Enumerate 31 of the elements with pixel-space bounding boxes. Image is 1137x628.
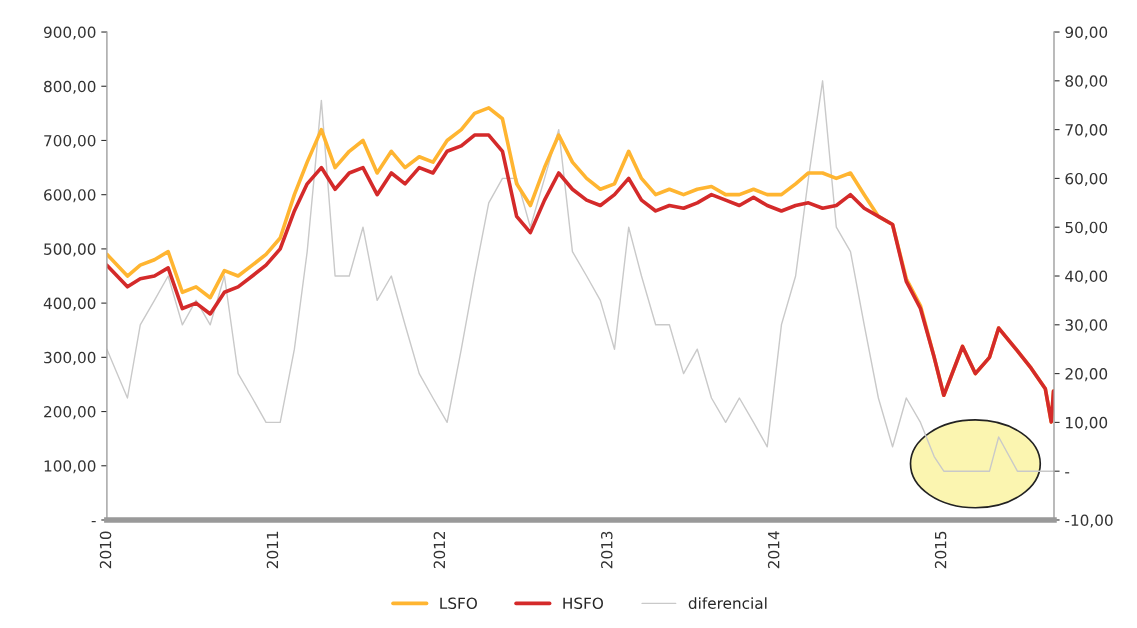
- x-tick-label: 2014: [767, 531, 780, 569]
- x-tick-label: 2012: [433, 531, 446, 569]
- line-series: [106, 80, 1054, 472]
- y2-tick-label: -: [1065, 472, 1070, 474]
- y2-tick-label: 90,00: [1065, 26, 1108, 40]
- y2-tick-label: 60,00: [1065, 172, 1108, 186]
- y-tick-label: 900,00: [43, 26, 96, 40]
- y2-tick-label: 30,00: [1065, 319, 1108, 333]
- y-tick-label: 400,00: [43, 297, 96, 311]
- y-tick-label: 500,00: [44, 243, 96, 257]
- legend-label: diferencial: [688, 597, 767, 609]
- x-tick-label: 2011: [266, 531, 279, 569]
- y-tick-label: 300,00: [44, 351, 96, 365]
- y2-tick-label: 50,00: [1065, 221, 1108, 235]
- legend-label: HSFO: [563, 597, 604, 609]
- y-tick-label: 700,00: [44, 134, 96, 149]
- y-tick-label: 800,00: [44, 80, 96, 94]
- y2-tick-label: 10,00: [1066, 416, 1108, 430]
- y-tick-label: 100,00: [44, 460, 96, 474]
- y2-tick-label: 70,00: [1065, 124, 1108, 138]
- y-tick-label: 600,00: [44, 189, 96, 203]
- y2-tick-label: 80,00: [1065, 75, 1108, 89]
- x-tick-label: 2015: [934, 531, 947, 569]
- y2-tick-label: 20,00: [1065, 368, 1108, 382]
- legend-label: LSFO: [440, 597, 477, 609]
- x-tick-label: 2013: [600, 531, 613, 569]
- y2-tick-label: 40,00: [1065, 270, 1108, 284]
- x-tick-label: 2010: [99, 531, 112, 569]
- y-tick-label: 200,00: [44, 406, 96, 420]
- y2-tick-label: -10,00: [1065, 514, 1113, 528]
- y-tick-label: -: [91, 520, 96, 523]
